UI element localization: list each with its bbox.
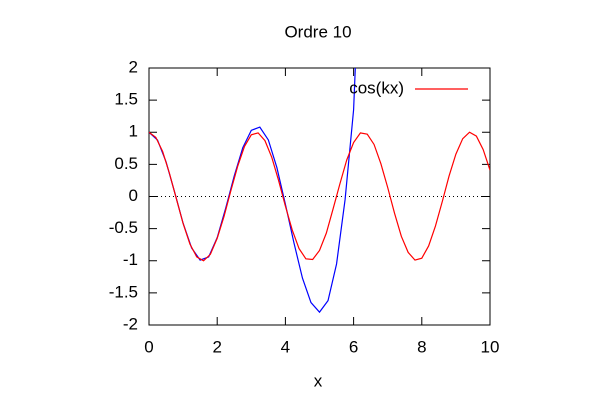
x-tick-label: 10: [481, 337, 500, 356]
y-tick-label: -1: [123, 250, 138, 269]
y-tick-label: -2: [123, 314, 138, 333]
x-tick-label: 4: [281, 337, 290, 356]
x-tick-label: 0: [144, 337, 153, 356]
x-tick-label: 6: [349, 337, 358, 356]
y-tick-label: 0: [129, 186, 138, 205]
x-tick-label: 8: [417, 337, 426, 356]
legend-label: cos(kx): [349, 78, 404, 97]
chart-title: Ordre 10: [284, 22, 351, 41]
y-tick-label: -0.5: [109, 218, 138, 237]
y-tick-label: 2: [129, 57, 138, 76]
plot-frame: [148, 67, 491, 326]
x-tick-label: 2: [212, 337, 221, 356]
y-tick-label: 1.5: [114, 90, 138, 109]
series-line: [149, 131, 490, 262]
x-axis-label: x: [314, 371, 323, 390]
y-tick-label: 1: [129, 122, 138, 141]
y-tick-label: -1.5: [109, 282, 138, 301]
series-line: [149, 68, 356, 314]
y-tick-label: 0.5: [114, 154, 138, 173]
